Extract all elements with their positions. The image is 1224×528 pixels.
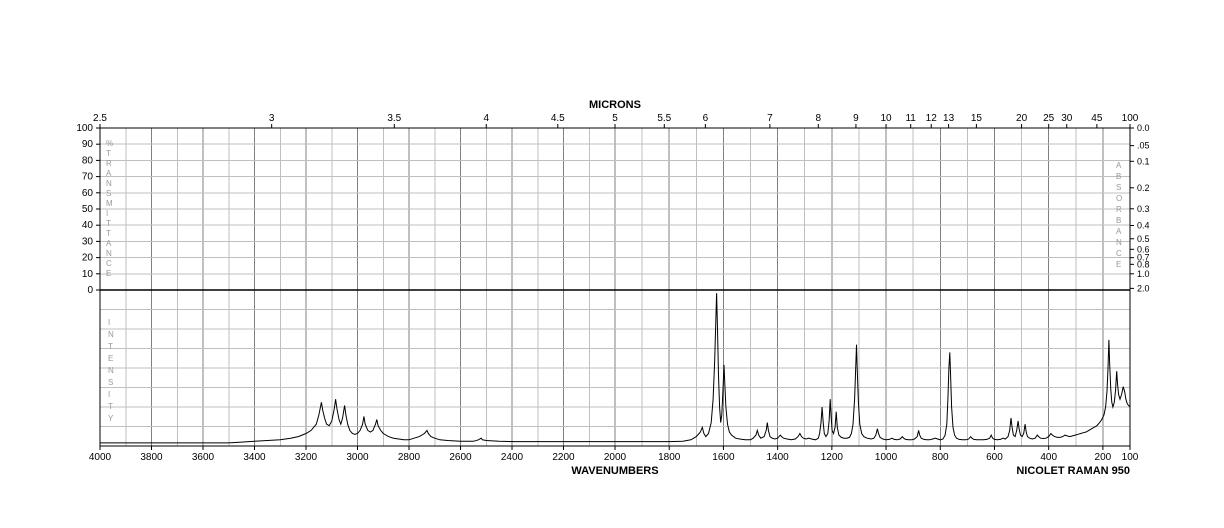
xtick-top: 5.5 bbox=[657, 113, 671, 124]
xtick-top: 12 bbox=[926, 113, 938, 124]
intensity-label: I bbox=[108, 318, 110, 327]
xtick-bottom: 1200 bbox=[821, 452, 844, 463]
ytick-left: 60 bbox=[82, 188, 94, 199]
xtick-top: 13 bbox=[943, 113, 955, 124]
absorbance-label: S bbox=[1116, 183, 1121, 192]
ytick-right: 0.3 bbox=[1137, 204, 1150, 214]
xtick-top: 45 bbox=[1091, 113, 1103, 124]
xtick-top: 6 bbox=[703, 113, 709, 124]
xtick-bottom: 3200 bbox=[295, 452, 318, 463]
transmittance-label: T bbox=[106, 149, 111, 158]
absorbance-label: A bbox=[1116, 161, 1122, 170]
transmittance-label: S bbox=[106, 189, 111, 198]
top-axis-title: MICRONS bbox=[589, 99, 641, 111]
absorbance-label: N bbox=[1116, 238, 1122, 247]
xtick-bottom: 3000 bbox=[346, 452, 369, 463]
absorbance-label: E bbox=[1116, 260, 1121, 269]
ytick-right: 1.0 bbox=[1137, 269, 1150, 279]
ytick-left: 50 bbox=[82, 204, 94, 215]
xtick-top: 4.5 bbox=[551, 113, 565, 124]
xtick-top: 3 bbox=[269, 113, 275, 124]
ytick-left: 10 bbox=[82, 269, 94, 280]
xtick-top: 15 bbox=[971, 113, 983, 124]
xtick-top: 11 bbox=[905, 113, 916, 124]
xtick-bottom: 600 bbox=[986, 452, 1003, 463]
xtick-top: 10 bbox=[880, 113, 892, 124]
xtick-top: 8 bbox=[816, 113, 822, 124]
xtick-bottom: 2200 bbox=[552, 452, 575, 463]
xtick-top: 3.5 bbox=[387, 113, 401, 124]
ytick-right: .05 bbox=[1137, 141, 1150, 151]
xtick-bottom: 800 bbox=[932, 452, 949, 463]
spectrum-chart: 4000380036003400320030002800260024002200… bbox=[0, 0, 1224, 528]
intensity-label: T bbox=[108, 342, 113, 351]
xtick-top: 20 bbox=[1016, 113, 1028, 124]
absorbance-label: B bbox=[1116, 172, 1121, 181]
transmittance-label: A bbox=[106, 169, 112, 178]
xtick-top: 30 bbox=[1061, 113, 1073, 124]
bottom-axis-title: WAVENUMBERS bbox=[571, 465, 658, 477]
transmittance-label: A bbox=[106, 239, 112, 248]
xtick-bottom: 2800 bbox=[398, 452, 421, 463]
transmittance-label: N bbox=[106, 179, 112, 188]
xtick-bottom: 4000 bbox=[89, 452, 112, 463]
xtick-bottom: 200 bbox=[1095, 452, 1112, 463]
ytick-right: 0.1 bbox=[1137, 156, 1150, 166]
ytick-left: 90 bbox=[82, 139, 94, 150]
intensity-label: N bbox=[108, 330, 114, 339]
xtick-bottom: 1600 bbox=[712, 452, 735, 463]
transmittance-label: N bbox=[106, 249, 112, 258]
absorbance-label: C bbox=[1116, 249, 1122, 258]
xtick-bottom: 3400 bbox=[243, 452, 266, 463]
xtick-top: 7 bbox=[767, 113, 773, 124]
xtick-bottom: 1800 bbox=[658, 452, 681, 463]
transmittance-label: E bbox=[106, 269, 111, 278]
xtick-bottom: 400 bbox=[1040, 452, 1057, 463]
xtick-top: 25 bbox=[1043, 113, 1055, 124]
ytick-right: 2.0 bbox=[1137, 283, 1150, 293]
xtick-bottom: 100 bbox=[1122, 452, 1139, 463]
ytick-left: 40 bbox=[82, 220, 94, 231]
ytick-right: 0.5 bbox=[1137, 234, 1150, 244]
transmittance-label: % bbox=[106, 139, 113, 148]
xtick-bottom: 2000 bbox=[604, 452, 627, 463]
transmittance-label: R bbox=[106, 159, 112, 168]
ytick-right: 0.4 bbox=[1137, 221, 1150, 231]
intensity-label: N bbox=[108, 366, 114, 375]
ytick-left: 100 bbox=[76, 123, 93, 134]
ytick-left: 70 bbox=[82, 172, 94, 183]
transmittance-label: M bbox=[106, 199, 113, 208]
xtick-bottom: 3800 bbox=[140, 452, 163, 463]
xtick-top: 9 bbox=[853, 113, 859, 124]
xtick-bottom: 2400 bbox=[501, 452, 524, 463]
ytick-left: 30 bbox=[82, 236, 94, 247]
xtick-top: 2.5 bbox=[93, 113, 107, 124]
instrument-label: NICOLET RAMAN 950 bbox=[1016, 465, 1130, 477]
transmittance-label: C bbox=[106, 259, 112, 268]
xtick-bottom: 2600 bbox=[449, 452, 472, 463]
transmittance-label: I bbox=[106, 209, 108, 218]
xtick-top: 5 bbox=[612, 113, 618, 124]
transmittance-label: T bbox=[106, 229, 111, 238]
ytick-left: 80 bbox=[82, 155, 94, 166]
intensity-label: Y bbox=[108, 414, 114, 423]
transmittance-label: T bbox=[106, 219, 111, 228]
xtick-bottom: 1000 bbox=[875, 452, 898, 463]
ytick-right: 0.2 bbox=[1137, 183, 1150, 193]
xtick-bottom: 3600 bbox=[192, 452, 215, 463]
ytick-left: 20 bbox=[82, 253, 94, 264]
intensity-label: E bbox=[108, 354, 113, 363]
absorbance-label: R bbox=[1116, 205, 1122, 214]
absorbance-label: O bbox=[1116, 194, 1122, 203]
xtick-top: 4 bbox=[483, 113, 489, 124]
intensity-label: T bbox=[108, 402, 113, 411]
absorbance-label: B bbox=[1116, 216, 1121, 225]
ytick-left: 0 bbox=[87, 285, 93, 296]
intensity-label: S bbox=[108, 378, 113, 387]
xtick-bottom: 1400 bbox=[767, 452, 790, 463]
ytick-right: 0.0 bbox=[1137, 123, 1150, 133]
intensity-label: I bbox=[108, 390, 110, 399]
absorbance-label: A bbox=[1116, 227, 1122, 236]
